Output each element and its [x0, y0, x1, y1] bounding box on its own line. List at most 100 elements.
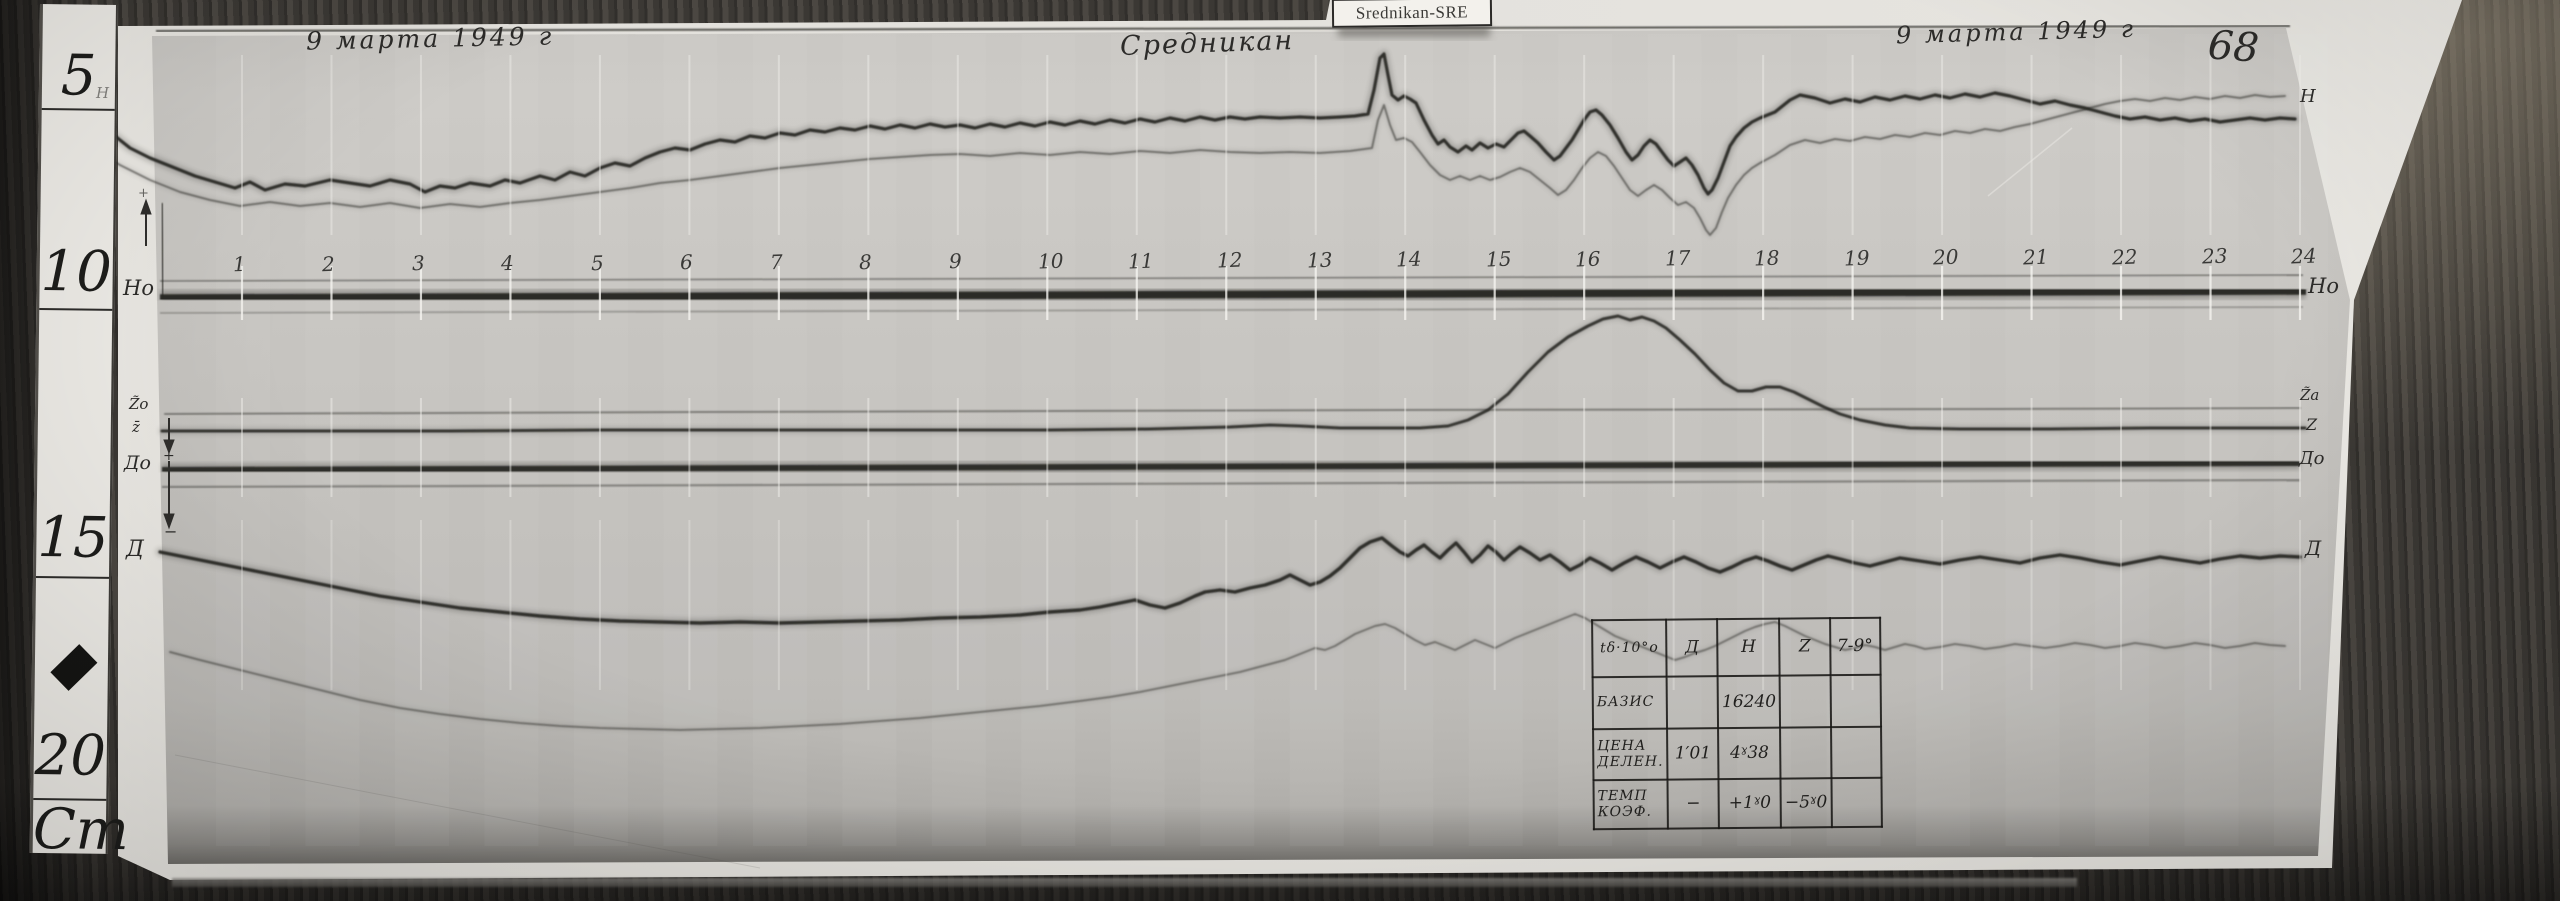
- trace-D: [158, 536, 2302, 625]
- table-header-1: Д: [1666, 619, 1718, 677]
- hour-label-19: 19: [1843, 245, 1870, 271]
- table-cell-1-0: 1′01: [1667, 728, 1719, 780]
- table-cell-0-2: [1779, 675, 1831, 728]
- label-d0-right: До: [2299, 448, 2325, 469]
- hour-label-14: 14: [1395, 247, 1423, 272]
- table-cell-0-0: [1666, 676, 1719, 729]
- diamond-mark: [50, 644, 98, 691]
- hour-band: [1379, 34, 1434, 846]
- cm-ruler: 5 10 15 20 Cm: [29, 4, 129, 863]
- hour-band: [842, 34, 897, 846]
- ruler-unit-cm: Cm: [32, 796, 130, 864]
- label-za-right: Z̃a: [2300, 386, 2320, 404]
- hour-band: [663, 34, 718, 846]
- hour-band: [2184, 34, 2239, 846]
- baseline-D0: [161, 460, 2301, 473]
- ruler-mark-10: 10: [40, 239, 113, 305]
- hour-label-6: 6: [679, 250, 694, 275]
- scratch-dark: [174, 754, 761, 869]
- hour-band: [216, 34, 270, 846]
- d-scale-down-arrowhead: [163, 513, 175, 530]
- label-h-left: Н: [96, 84, 110, 102]
- baselines: [155, 25, 2307, 489]
- hour-label-13: 13: [1306, 247, 1333, 273]
- minus-mark-d: −: [164, 522, 178, 541]
- table-header-3: Z: [1779, 618, 1831, 676]
- baseline-H0-lower: [159, 306, 2304, 314]
- trace-H: [93, 52, 2297, 196]
- hour-band: [1737, 34, 1792, 846]
- hour-ticks: [240, 55, 2302, 690]
- table-cell-1-3: [1830, 726, 1882, 779]
- hour-label-4: 4: [501, 250, 515, 276]
- table-cell-1-2: [1780, 727, 1832, 779]
- baseline-H0: [159, 287, 2307, 302]
- hour-label-20: 20: [1932, 244, 1959, 270]
- scratch-light: [1987, 127, 2073, 197]
- hour-label-24: 24: [2290, 243, 2317, 269]
- paper-bottom-edge: [172, 878, 2077, 887]
- hour-label-1: 1: [232, 251, 247, 277]
- table-cell-0-1: 16240: [1717, 675, 1781, 729]
- label-d-right: Д: [2305, 536, 2322, 560]
- hour-label-21: 21: [2022, 244, 2049, 270]
- table-cell-2-3: [1831, 777, 1882, 828]
- baseline-plate-top-edge: [155, 25, 2291, 32]
- ruler-division: [41, 108, 115, 111]
- station-annotation: Средникан: [1119, 24, 1295, 63]
- baseline-H0-upper: [159, 274, 2304, 282]
- label-za-left: Z̃o: [129, 395, 149, 413]
- table-cell-0-3: [1830, 674, 1881, 728]
- trace-Za-baseline: [164, 407, 2301, 415]
- ruler-division: [39, 308, 113, 311]
- scale-arrows: [140, 198, 175, 530]
- hour-label-5: 5: [590, 250, 605, 275]
- recorded-traces: [90, 49, 2309, 733]
- table-header-0: tδ·10°o: [1592, 619, 1667, 678]
- table-row-label-1: ЦЕНА ДЕЛЕН.: [1593, 728, 1668, 781]
- hour-band: [1110, 34, 1165, 846]
- table-cell-1-1: 4ˠ38: [1718, 727, 1781, 780]
- baseline-left-axis: [161, 202, 164, 298]
- hour-label-11: 11: [1127, 248, 1154, 273]
- table-row-label-2: ТЕМП КОЭФ.: [1593, 779, 1669, 830]
- table-header-2: Н: [1717, 618, 1780, 677]
- calibration-table: tδ·10°o Д Н Z 7-9° БАЗИС 16240 ЦЕНА ДЕЛЕН. 1′01 4…: [1591, 617, 1882, 831]
- label-h-right: Н: [2300, 86, 2316, 107]
- hour-band: [305, 34, 360, 846]
- hour-label-22: 22: [2111, 244, 2138, 270]
- hour-label-16: 16: [1574, 246, 1602, 272]
- plus-mark-h: +: [138, 186, 149, 201]
- photo-plate: [152, 28, 2350, 864]
- ruler-division: [35, 575, 110, 579]
- hour-label-23: 23: [2201, 243, 2228, 269]
- hour-label-7: 7: [769, 249, 784, 275]
- hour-label-15: 15: [1485, 246, 1512, 272]
- label-d-left: Д: [126, 537, 144, 562]
- hour-band: [2095, 34, 2150, 846]
- z-scale-down-arrowhead: [163, 439, 175, 455]
- table-cell-2-0: −: [1667, 779, 1720, 829]
- table-cell-2-2: −5ˠ0: [1780, 778, 1832, 828]
- hour-band: [1289, 34, 1344, 846]
- label-h0-right: Но: [2308, 274, 2339, 298]
- hour-band: [1200, 34, 1255, 846]
- hour-band: [1558, 34, 1613, 846]
- table-header-4: 7-9°: [1829, 617, 1881, 676]
- hour-band: [2273, 34, 2328, 846]
- hour-band: [2005, 34, 2060, 846]
- hour-band: [1021, 34, 1076, 846]
- hour-band: [1916, 34, 1971, 846]
- hour-band: [484, 34, 539, 846]
- h-scale-up-arrowhead: [140, 198, 152, 215]
- station-label-text: Srednikan-SRE: [1355, 1, 1469, 23]
- ruler-mark-20: 20: [34, 722, 107, 789]
- date-annotation-left: 9 марта 1949 г: [305, 21, 555, 56]
- ruler-mark-15: 15: [36, 505, 109, 571]
- hour-label-2: 2: [322, 251, 336, 276]
- hour-band: [1826, 34, 1881, 846]
- hour-label-9: 9: [948, 248, 962, 274]
- label-z-left: z̄: [132, 418, 140, 436]
